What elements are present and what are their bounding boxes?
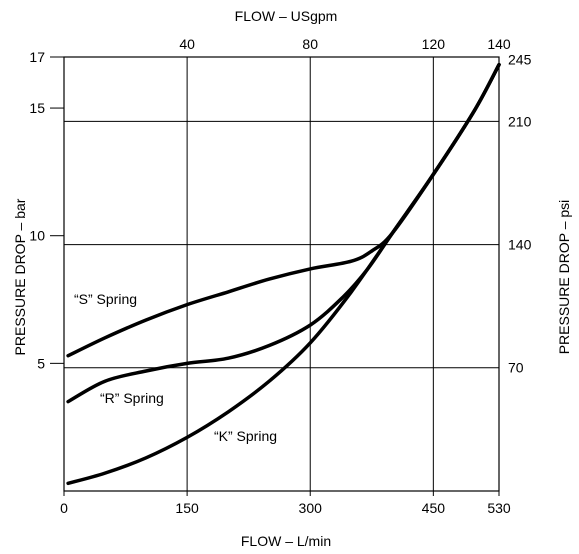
- tick-labels: 0 150 300 450 530 5 10 15 17 40 80 120 140 70 140 210 24…: [29, 36, 531, 516]
- x-tick-label-530: 530: [487, 500, 511, 516]
- curves: [66, 62, 501, 486]
- right-tick-label-210: 210: [508, 113, 532, 129]
- top-tick-label-120: 120: [422, 36, 446, 52]
- series-line-r-spring: [66, 62, 501, 404]
- top-tick-label-140: 140: [487, 36, 511, 52]
- top-tick-label-40: 40: [179, 36, 195, 52]
- right-tick-label-245: 245: [508, 52, 532, 68]
- left-tick-label-15: 15: [29, 100, 45, 116]
- left-tick-label-17: 17: [29, 49, 45, 65]
- series-line-k-spring: [66, 62, 501, 486]
- x-tick-label-0: 0: [60, 500, 68, 516]
- top-axis-title: FLOW – USgpm: [235, 8, 338, 24]
- plot-frame: [63, 56, 500, 492]
- left-tick-label-5: 5: [37, 355, 45, 371]
- legend-label-s-spring: “S” Spring: [74, 291, 137, 307]
- right-tick-label-140: 140: [508, 237, 532, 253]
- top-tick-label-80: 80: [302, 36, 318, 52]
- legend-label-r-spring: “R” Spring: [100, 390, 164, 406]
- legend-label-k-spring: “K” Spring: [214, 428, 277, 444]
- right-axis-title: PRESSURE DROP – psi: [556, 200, 572, 355]
- x-tick-label-450: 450: [422, 500, 446, 516]
- gridlines: [64, 57, 499, 491]
- left-tick-label-10: 10: [29, 228, 45, 244]
- left-axis-title: PRESSURE DROP – bar: [12, 198, 28, 355]
- right-tick-label-70: 70: [508, 360, 524, 376]
- x-tick-label-150: 150: [175, 500, 199, 516]
- x-tick-label-300: 300: [299, 500, 323, 516]
- x-axis-title: FLOW – L/min: [241, 533, 331, 549]
- series-line-s-spring: [66, 62, 501, 358]
